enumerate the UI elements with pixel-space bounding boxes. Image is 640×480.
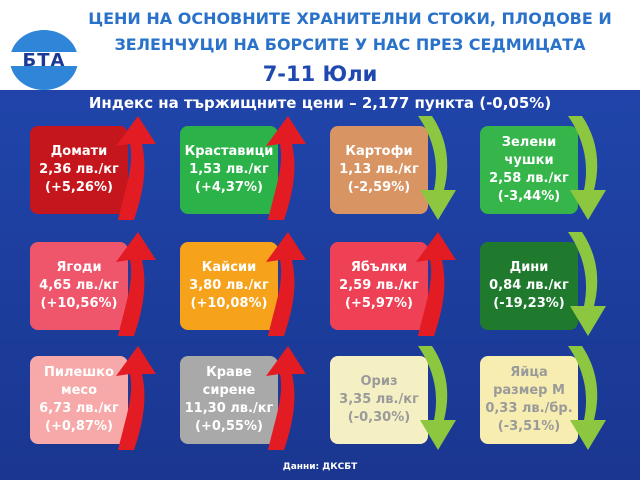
price-card: Картофи 1,13 лв./кг (-2,59%) xyxy=(330,126,428,214)
card-change: (+5,26%) xyxy=(45,180,113,195)
arrow-up-icon xyxy=(116,346,156,450)
card-name: Зелени чушки xyxy=(501,135,557,168)
card-change: (-0,30%) xyxy=(347,410,411,425)
card-change: (-3,51%) xyxy=(497,419,561,434)
card-price: 2,59 лв./кг xyxy=(339,278,419,293)
card-name: Картофи xyxy=(345,144,413,159)
card-name: Дини xyxy=(509,260,549,275)
price-card: Пилешко месо 6,73 лв./кг (+0,87%) xyxy=(30,356,128,444)
arrow-up-icon xyxy=(266,116,306,220)
price-card: Ориз 3,35 лв./кг (-0,30%) xyxy=(330,356,428,444)
price-card: Ягоди 4,65 лв./кг (+10,56%) xyxy=(30,242,128,330)
price-card: Краставици 1,53 лв./кг (+4,37%) xyxy=(180,126,278,214)
price-card: Краве сирене 11,30 лв./кг (+0,55%) xyxy=(180,356,278,444)
card-price: 0,33 лв./бр. xyxy=(485,401,573,416)
arrow-up-icon xyxy=(116,116,156,220)
price-card: Ябълки 2,59 лв./кг (+5,97%) xyxy=(330,242,428,330)
arrow-down-icon xyxy=(418,346,456,450)
card-name: Кайсии xyxy=(201,260,257,275)
card-price: 0,84 лв./кг xyxy=(489,278,569,293)
card-change: (+0,87%) xyxy=(45,419,113,434)
arrow-down-icon xyxy=(568,116,606,220)
price-card: Кайсии 3,80 лв./кг (+10,08%) xyxy=(180,242,278,330)
card-change: (+0,55%) xyxy=(195,419,263,434)
header: БТА ЦЕНИ НА ОСНОВНИТЕ ХРАНИТЕЛНИ СТОКИ, … xyxy=(0,0,640,90)
arrow-down-icon xyxy=(568,346,606,450)
title-line-1: ЦЕНИ НА ОСНОВНИТЕ ХРАНИТЕЛНИ СТОКИ, ПЛОД… xyxy=(88,9,612,28)
card-change: (+10,08%) xyxy=(190,296,268,311)
page-title: ЦЕНИ НА ОСНОВНИТЕ ХРАНИТЕЛНИ СТОКИ, ПЛОД… xyxy=(80,6,620,58)
card-change: (-19,23%) xyxy=(493,296,565,311)
card-change: (+5,97%) xyxy=(345,296,413,311)
card-price: 3,35 лв./кг xyxy=(339,392,419,407)
price-card: Яйца размер М 0,33 лв./бр. (-3,51%) xyxy=(480,356,578,444)
arrow-up-icon xyxy=(266,346,306,450)
card-price: 11,30 лв./кг xyxy=(184,401,274,416)
bta-logo: БТА xyxy=(6,30,82,90)
card-change: (-2,59%) xyxy=(347,180,411,195)
price-card: Зелени чушки 2,58 лв./кг (-3,44%) xyxy=(480,126,578,214)
arrow-down-icon xyxy=(568,232,606,336)
card-name: Яйца размер М xyxy=(493,365,565,398)
data-source: Данни: ДКСБТ xyxy=(282,462,358,472)
card-price: 2,58 лв./кг xyxy=(489,171,569,186)
card-name: Ягоди xyxy=(56,260,102,275)
card-name: Домати xyxy=(50,144,108,159)
card-name: Краве сирене xyxy=(202,365,256,398)
card-price: 2,36 лв./кг xyxy=(39,162,119,177)
arrow-up-icon xyxy=(266,232,306,336)
card-change: (-3,44%) xyxy=(497,189,561,204)
arrow-up-icon xyxy=(416,232,456,336)
card-price: 1,13 лв./кг xyxy=(339,162,419,177)
price-index: Индекс на тържищните цени – 2,177 пункта… xyxy=(88,94,552,112)
date-range: 7-11 Юли xyxy=(190,58,450,90)
card-name: Пилешко месо xyxy=(44,365,114,398)
card-price: 3,80 лв./кг xyxy=(189,278,269,293)
card-price: 6,73 лв./кг xyxy=(39,401,119,416)
price-card: Домати 2,36 лв./кг (+5,26%) xyxy=(30,126,128,214)
card-price: 4,65 лв./кг xyxy=(39,278,119,293)
title-line-2: ЗЕЛЕНЧУЦИ НА БОРСИТЕ У НАС ПРЕЗ СЕДМИЦАТ… xyxy=(114,35,586,54)
arrow-up-icon xyxy=(116,232,156,336)
price-card: Дини 0,84 лв./кг (-19,23%) xyxy=(480,242,578,330)
card-name: Ябълки xyxy=(350,260,408,275)
card-name: Ориз xyxy=(360,374,398,389)
card-change: (+4,37%) xyxy=(195,180,263,195)
card-change: (+10,56%) xyxy=(40,296,118,311)
card-name: Краставици xyxy=(184,144,274,159)
card-price: 1,53 лв./кг xyxy=(189,162,269,177)
arrow-down-icon xyxy=(418,116,456,220)
